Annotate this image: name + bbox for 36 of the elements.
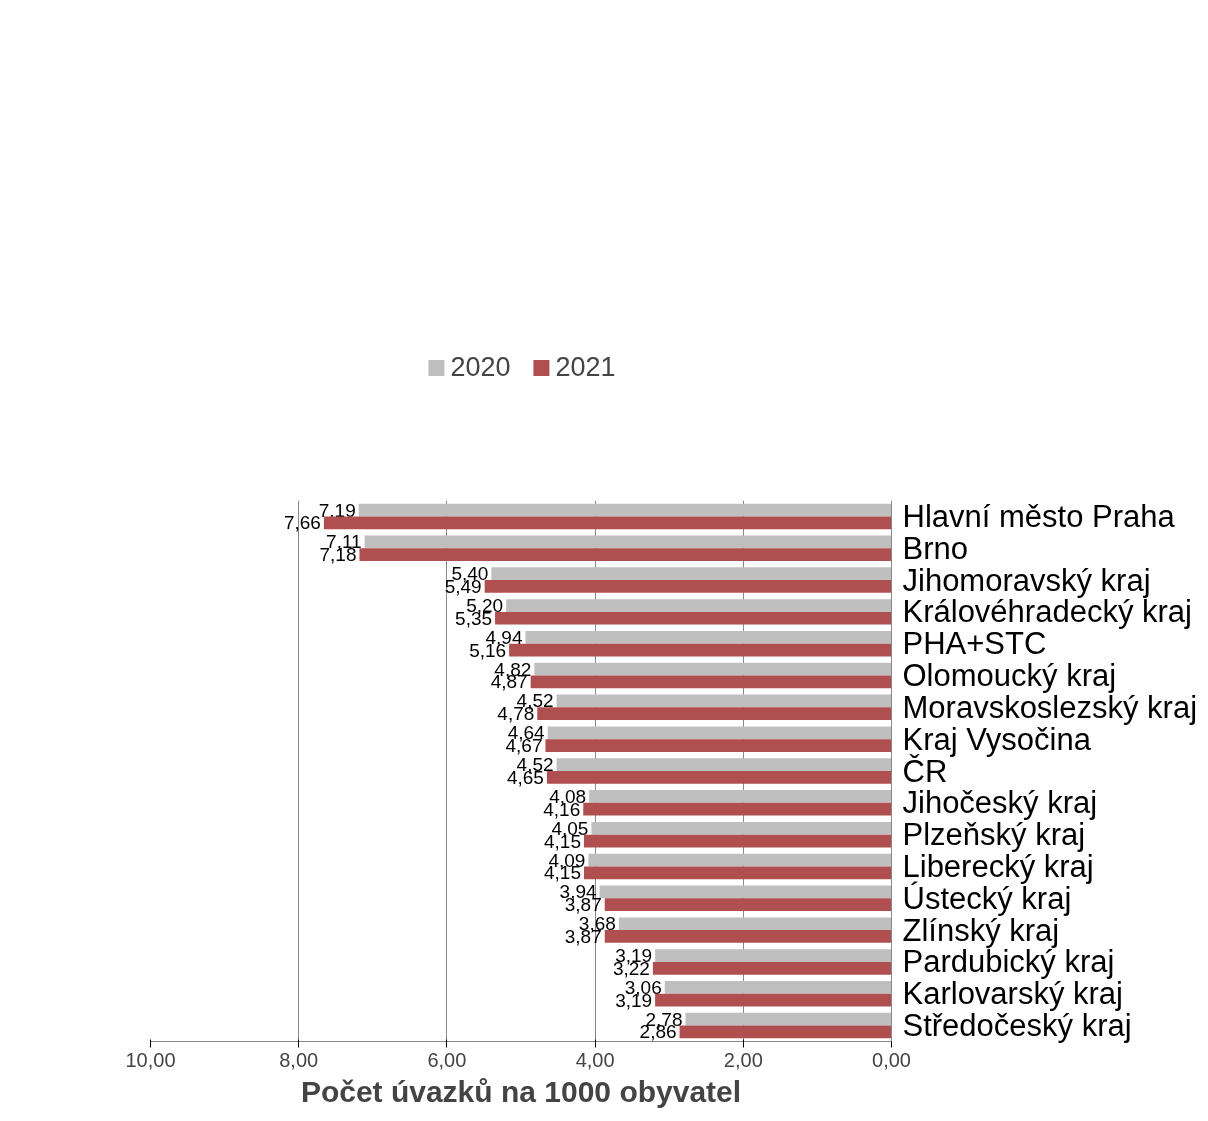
bar: [685, 1012, 892, 1026]
bar: [491, 567, 892, 581]
bar: [604, 898, 892, 912]
legend-label: 2021: [555, 351, 616, 383]
bar: [652, 961, 892, 975]
bar: [589, 790, 892, 803]
bar: [323, 516, 892, 530]
bar: [655, 949, 892, 962]
bar: [591, 821, 892, 835]
bar: [618, 917, 892, 931]
y-tick-label: Jihočeský kraj: [902, 785, 1098, 821]
bar: [530, 675, 892, 689]
x-tick-label: 10,00: [125, 1048, 176, 1071]
x-tick-label: 2,00: [723, 1048, 763, 1071]
x-tick-label: 6,00: [427, 1048, 467, 1071]
legend-label: 2020: [450, 351, 511, 383]
bar: [583, 866, 892, 880]
bar: [525, 630, 892, 644]
bar: [364, 535, 892, 549]
x-tick-label: 8,00: [279, 1048, 319, 1071]
bar: [506, 599, 892, 612]
bar: [545, 739, 892, 752]
bar: [556, 758, 892, 771]
bar: [556, 694, 892, 708]
x-tick-label: 4,00: [575, 1048, 615, 1071]
bar: [588, 853, 892, 867]
bar: [583, 802, 892, 816]
bar: [547, 726, 892, 740]
bar: [599, 885, 892, 899]
bar: [359, 548, 892, 561]
x-axis-title: Počet úvazků na 1000 obyvatel: [300, 1074, 742, 1108]
x-tick-label: 0,00: [872, 1048, 911, 1071]
bar: [664, 981, 892, 994]
bar: [358, 503, 892, 517]
data-label: 7,66: [283, 512, 321, 534]
bar: [534, 662, 892, 676]
